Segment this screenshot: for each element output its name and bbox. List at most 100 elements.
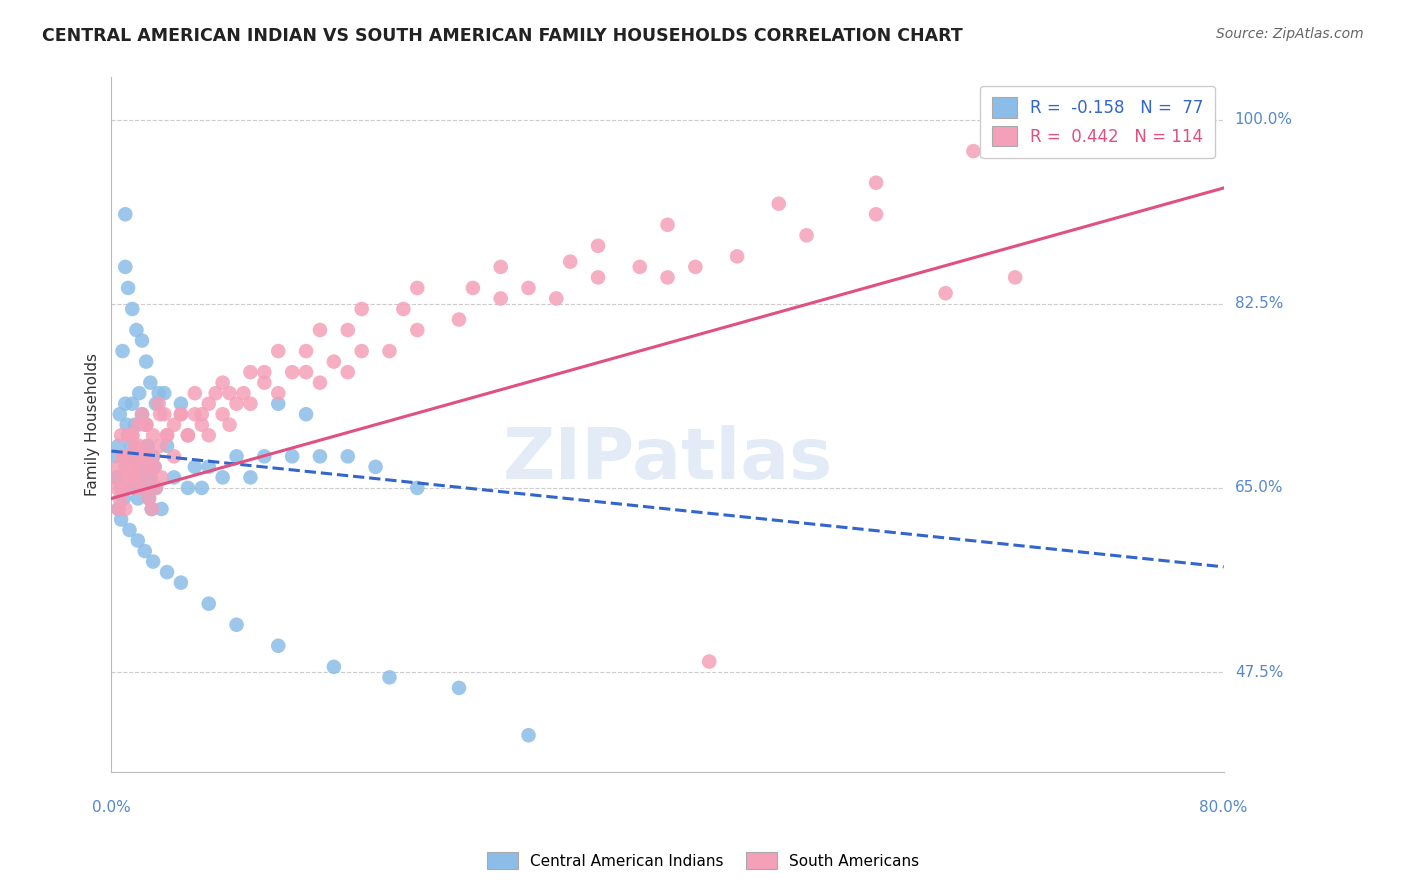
Point xyxy=(117,428,139,442)
Point xyxy=(156,565,179,579)
Point xyxy=(232,386,254,401)
Point xyxy=(211,470,233,484)
Point xyxy=(143,459,166,474)
Point xyxy=(138,491,160,506)
Point xyxy=(239,470,262,484)
Point xyxy=(267,639,290,653)
Point xyxy=(124,417,146,432)
Point xyxy=(184,407,207,421)
Point xyxy=(322,354,344,368)
Point xyxy=(120,470,142,484)
Point xyxy=(295,407,318,421)
Point xyxy=(225,450,247,464)
Point xyxy=(218,417,240,432)
Point xyxy=(170,397,193,411)
Point xyxy=(114,502,136,516)
Point xyxy=(350,301,373,316)
Point xyxy=(1046,112,1069,127)
Point xyxy=(211,376,233,390)
Point xyxy=(135,354,157,368)
Point xyxy=(191,417,214,432)
Point xyxy=(111,344,134,359)
Point xyxy=(105,481,128,495)
Point xyxy=(125,470,148,484)
Point xyxy=(111,481,134,495)
Point xyxy=(148,397,170,411)
Point xyxy=(149,407,172,421)
Point xyxy=(378,344,401,359)
Point xyxy=(127,533,149,548)
Point xyxy=(105,470,128,484)
Point xyxy=(406,481,429,495)
Point xyxy=(139,470,162,484)
Point xyxy=(117,281,139,295)
Text: 82.5%: 82.5% xyxy=(1234,296,1284,311)
Point xyxy=(124,439,146,453)
Point xyxy=(697,655,720,669)
Point xyxy=(118,450,141,464)
Point xyxy=(143,459,166,474)
Point xyxy=(295,365,318,379)
Point xyxy=(447,312,470,326)
Point xyxy=(145,397,167,411)
Text: 80.0%: 80.0% xyxy=(1199,800,1249,815)
Point xyxy=(131,334,153,348)
Point xyxy=(163,470,186,484)
Point xyxy=(153,386,176,401)
Point xyxy=(447,681,470,695)
Point xyxy=(725,249,748,263)
Point xyxy=(392,301,415,316)
Point xyxy=(253,450,276,464)
Point xyxy=(110,481,132,495)
Point xyxy=(685,260,707,274)
Point xyxy=(211,407,233,421)
Point xyxy=(110,428,132,442)
Point xyxy=(107,439,129,453)
Point xyxy=(406,281,429,295)
Point xyxy=(115,417,138,432)
Point xyxy=(150,502,173,516)
Point xyxy=(156,439,179,453)
Point xyxy=(546,292,568,306)
Point xyxy=(225,397,247,411)
Text: 65.0%: 65.0% xyxy=(1234,481,1284,495)
Point xyxy=(114,459,136,474)
Point xyxy=(142,450,165,464)
Point xyxy=(145,481,167,495)
Point xyxy=(108,491,131,506)
Point xyxy=(139,470,162,484)
Point xyxy=(197,597,219,611)
Point xyxy=(586,239,609,253)
Point xyxy=(131,407,153,421)
Point xyxy=(309,376,332,390)
Point xyxy=(121,301,143,316)
Point xyxy=(865,207,887,221)
Point xyxy=(145,481,167,495)
Point xyxy=(114,450,136,464)
Point xyxy=(111,450,134,464)
Point xyxy=(336,365,359,379)
Point xyxy=(112,481,135,495)
Point xyxy=(865,176,887,190)
Point xyxy=(177,428,200,442)
Point xyxy=(128,450,150,464)
Point xyxy=(267,344,290,359)
Point xyxy=(322,660,344,674)
Point xyxy=(517,281,540,295)
Point xyxy=(107,502,129,516)
Point xyxy=(108,407,131,421)
Point xyxy=(204,386,226,401)
Point xyxy=(309,323,332,337)
Point xyxy=(134,544,156,558)
Point xyxy=(517,728,540,742)
Point xyxy=(281,450,304,464)
Point xyxy=(122,470,145,484)
Point xyxy=(136,439,159,453)
Point xyxy=(122,459,145,474)
Point xyxy=(114,260,136,274)
Point xyxy=(149,439,172,453)
Point xyxy=(1004,270,1026,285)
Point xyxy=(156,428,179,442)
Point xyxy=(132,481,155,495)
Text: ZIPatlas: ZIPatlas xyxy=(502,425,832,494)
